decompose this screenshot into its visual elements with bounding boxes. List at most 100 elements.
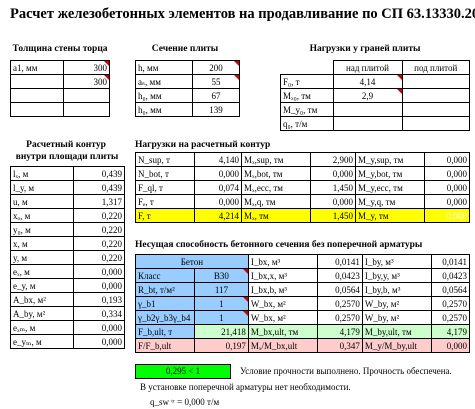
slab-value[interactable]: 55 bbox=[192, 74, 240, 89]
cap-label3: I_by,y, м³ bbox=[361, 268, 432, 283]
cl-value1: 0,074 bbox=[194, 180, 242, 195]
cap-label1: R_bt, т/м² bbox=[135, 282, 195, 297]
contour-label: u, м bbox=[10, 194, 74, 209]
contour-label: y₀, м bbox=[10, 222, 74, 237]
contour-value: 0,220 bbox=[73, 222, 125, 237]
contour-label: l_y, м bbox=[10, 180, 74, 195]
contour-table: lₓ, м 0,439 l_y, м 0,439 u, м 1,317 xₒ, м 0,… bbox=[10, 166, 125, 349]
ult-label2: M_bx,ult, тм bbox=[247, 324, 318, 339]
edge-label: F₀, т bbox=[280, 74, 334, 89]
cap-label3: W_by, м² bbox=[361, 310, 432, 325]
slab-label: aₛ, мм bbox=[135, 74, 193, 89]
concrete-class[interactable]: B30 bbox=[194, 268, 249, 283]
contour-value: 0,439 bbox=[73, 166, 125, 181]
contour-value: 0,220 bbox=[73, 236, 125, 251]
cl-label2: Mₓ,sup, тм bbox=[241, 152, 311, 167]
contour-label: eₓ, м bbox=[10, 264, 74, 279]
edge-below[interactable] bbox=[401, 74, 470, 89]
slab-value: 139 bbox=[192, 102, 240, 117]
contour-value: 0,000 bbox=[73, 264, 125, 279]
slab-value[interactable]: 200 bbox=[192, 60, 240, 75]
cap-label1: γ_b2γ_b3γ_b4 bbox=[135, 310, 195, 325]
cl-value1: 0,000 bbox=[194, 166, 242, 181]
wall-label: a1, мм bbox=[10, 60, 64, 75]
contour-value: 0,220 bbox=[73, 250, 125, 265]
slab-value: 67 bbox=[192, 88, 240, 103]
edge-below[interactable] bbox=[401, 116, 470, 131]
contour-header: Расчетный контур bbox=[26, 140, 106, 150]
check-value: 0,295 < 1 bbox=[135, 364, 231, 379]
edge-above[interactable] bbox=[332, 116, 403, 131]
cap-label2: I_bx, м³ bbox=[247, 254, 318, 269]
contour-label: A_bx, м² bbox=[10, 292, 74, 307]
cl-value3: 0,000 bbox=[424, 194, 470, 209]
cl-total-label1: F, т bbox=[135, 208, 195, 223]
wall-value[interactable] bbox=[63, 88, 110, 103]
contour-value: 0,193 bbox=[73, 292, 125, 307]
ratio-value1: 0,197 bbox=[194, 338, 249, 353]
cap-label1: Класс bbox=[135, 268, 195, 283]
wall-value[interactable]: 300 bbox=[63, 74, 110, 89]
cap-value3: 0,0564 bbox=[430, 282, 471, 297]
cl-total-value3: 0,000 bbox=[424, 208, 470, 223]
cl-label3: M_y,ecc, тм bbox=[355, 180, 425, 195]
ult-value3: 4,179 bbox=[430, 324, 471, 339]
cap-label2: W_bx, м² bbox=[247, 296, 318, 311]
cl-value1: 0,000 bbox=[194, 194, 242, 209]
cap-value1[interactable]: 1 bbox=[194, 296, 249, 311]
edge-below[interactable] bbox=[401, 102, 470, 117]
wall-value[interactable] bbox=[63, 102, 110, 117]
cl-total-label3: M_y, тм bbox=[355, 208, 425, 223]
cl-label1: Fₑ, т bbox=[135, 194, 195, 209]
contour-loads-table: N_sup, т 4,140 Mₓ,sup, тм 2,900 M_y,sup, тм 0… bbox=[135, 152, 470, 223]
col-above: над плитой bbox=[332, 60, 403, 75]
cl-label2: Mₓ,bot, тм bbox=[241, 166, 311, 181]
cap-value2: 0,0564 bbox=[316, 282, 363, 297]
cl-label3: M_y,q, тм bbox=[355, 194, 425, 209]
contour-label: A_by, м² bbox=[10, 306, 74, 321]
contour-label: e_yₘ, м bbox=[10, 334, 74, 349]
capacity-header: Несущая способность бетонного сечения бе… bbox=[135, 240, 423, 250]
wall-value[interactable]: 300 bbox=[63, 60, 110, 75]
page-title: Расчет железобетонных элементов на прода… bbox=[10, 6, 475, 22]
contour-value: 0,439 bbox=[73, 180, 125, 195]
cap-value1[interactable]: 1 bbox=[194, 310, 249, 325]
cl-label1: N_sup, т bbox=[135, 152, 195, 167]
cap-label1: γ_b1 bbox=[135, 296, 195, 311]
contour-value: 0,000 bbox=[73, 320, 125, 335]
ratio-label3: M_y/M_by,ult bbox=[361, 338, 432, 353]
contour-label: e_y, м bbox=[10, 278, 74, 293]
cap-label2: I_bx,b, м³ bbox=[247, 282, 318, 297]
cap-label3: W_by, м² bbox=[361, 296, 432, 311]
cl-value2: 0,000 bbox=[310, 194, 356, 209]
beton-label: Бетон bbox=[135, 254, 249, 269]
ratio-label1: F/F_b,ult bbox=[135, 338, 195, 353]
cl-value3: 0,000 bbox=[424, 152, 470, 167]
edge-above[interactable]: 2,9 bbox=[332, 88, 403, 103]
cap-value2: 0,0423 bbox=[316, 268, 363, 283]
edge-label: M_y₀, тм bbox=[280, 102, 334, 117]
contour-loads-header: Нагрузки на расчетный контур bbox=[135, 140, 271, 150]
edge-below[interactable] bbox=[401, 88, 470, 103]
cap-label3: I_by, м³ bbox=[361, 254, 432, 269]
cl-value2: 0,000 bbox=[310, 166, 356, 181]
ult-value2: 4,179 bbox=[316, 324, 363, 339]
wall-label bbox=[10, 74, 64, 89]
edge-above[interactable]: 4,14 bbox=[332, 74, 403, 89]
edge-above[interactable] bbox=[332, 102, 403, 117]
edge-loads-table: над плитой под плитой F₀, т 4,14 Mₓ₀, тм 2… bbox=[280, 60, 470, 131]
rebar-message: В установке поперечной арматуры нет необ… bbox=[140, 382, 351, 392]
cap-label3: I_by,b, м³ bbox=[361, 282, 432, 297]
wall-label bbox=[10, 102, 64, 117]
contour-subheader: внутри площади плиты bbox=[15, 152, 119, 162]
cap-value3: 0,2570 bbox=[430, 296, 471, 311]
ult-label1: F_b,ult, т bbox=[135, 324, 195, 339]
cap-label2: I_bx,x, м³ bbox=[247, 268, 318, 283]
cap-value1: 117 bbox=[194, 282, 249, 297]
contour-label: x, м bbox=[10, 236, 74, 251]
wall-label bbox=[10, 88, 64, 103]
contour-value: 1,317 bbox=[73, 194, 125, 209]
contour-label: eₓₘ, м bbox=[10, 320, 74, 335]
cl-value3: 0,000 bbox=[424, 180, 470, 195]
strength-message: Условие прочности выполнено. Прочность о… bbox=[240, 366, 452, 376]
